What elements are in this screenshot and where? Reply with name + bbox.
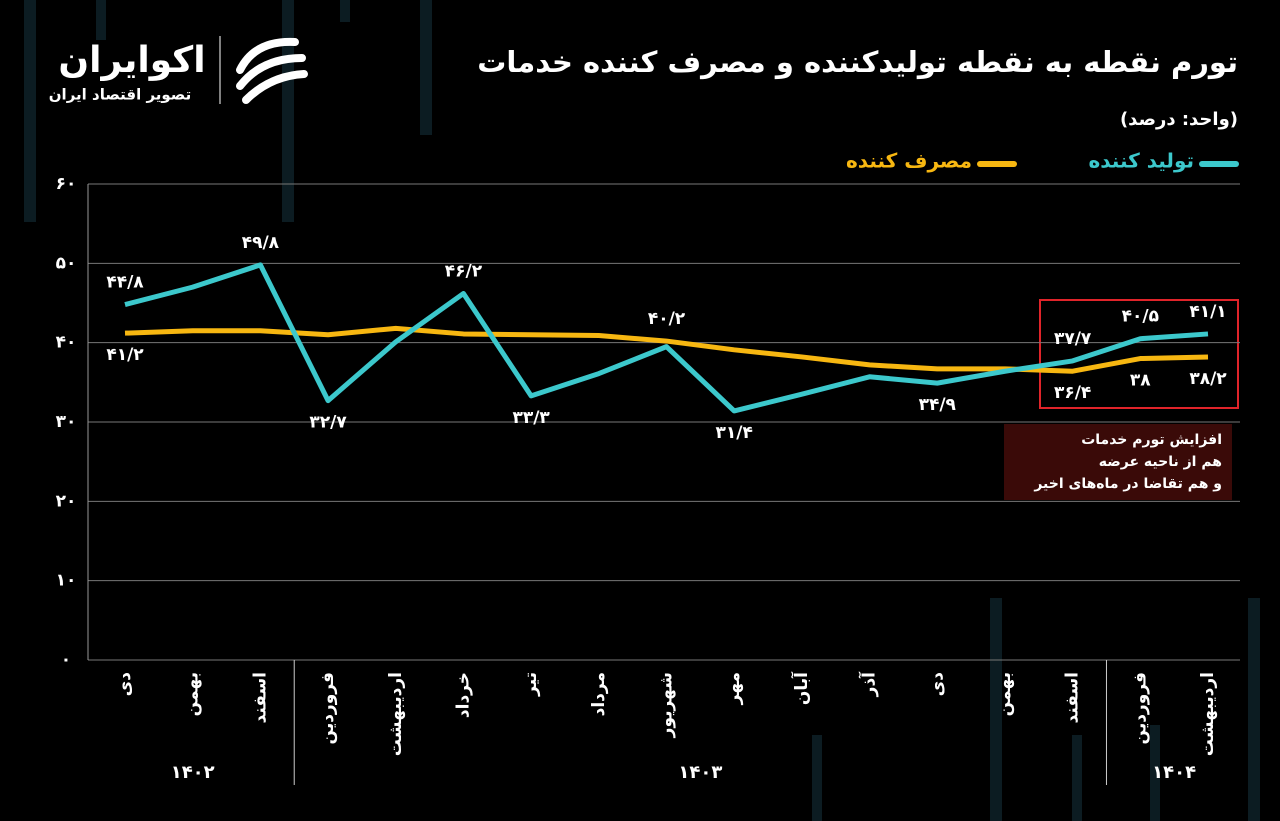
x-tick-label: دی bbox=[115, 672, 135, 697]
x-tick-label: فروردین bbox=[318, 672, 338, 744]
x-tick-label: آبان bbox=[790, 671, 812, 705]
x-tick-label: بهمن bbox=[995, 672, 1015, 716]
value-label: ۴۴/۸ bbox=[106, 273, 144, 293]
x-tick-label: دی bbox=[927, 672, 947, 697]
value-label: ۴۱/۲ bbox=[106, 345, 144, 365]
value-label: ۴۱/۱ bbox=[1189, 302, 1226, 322]
y-tick-label: ۰ bbox=[61, 650, 71, 670]
y-tick-label: ۴۰ bbox=[56, 333, 77, 353]
y-tick-label: ۶۰ bbox=[56, 174, 77, 194]
y-tick-label: ۱۰ bbox=[56, 571, 77, 591]
value-label: ۳۶/۴ bbox=[1054, 383, 1091, 403]
legend-label: تولید کننده bbox=[1088, 149, 1194, 173]
x-tick-label: اسفند bbox=[250, 672, 270, 724]
value-label: ۳۷/۷ bbox=[1054, 329, 1092, 349]
value-label: ۴۹/۸ bbox=[242, 233, 280, 253]
legend-label: مصرف کننده bbox=[846, 149, 972, 173]
highlight-box bbox=[1039, 299, 1239, 409]
x-tick-label: مهر bbox=[724, 672, 744, 705]
background-decor bbox=[24, 0, 1260, 821]
annotation-text: هم از ناحیه عرضه bbox=[1099, 454, 1222, 470]
y-tick-label: ۵۰ bbox=[56, 253, 77, 273]
brand-tagline: تصویر اقتصاد ایران bbox=[49, 86, 191, 104]
y-tick-label: ۲۰ bbox=[56, 491, 77, 511]
chart-subtitle: (واحد: درصد) bbox=[1120, 109, 1238, 130]
annotation-box bbox=[1004, 424, 1232, 500]
value-label: ۳۸ bbox=[1130, 371, 1151, 391]
brand-logo bbox=[236, 37, 308, 104]
annotation-text: افزایش تورم خدمات bbox=[1081, 432, 1222, 448]
value-label: ۳۲/۷ bbox=[309, 413, 347, 433]
value-label: ۴۶/۲ bbox=[445, 261, 483, 281]
x-tick-label: تیر bbox=[521, 672, 541, 697]
value-label: ۴۰/۲ bbox=[648, 309, 686, 329]
x-tick-label: آذر bbox=[858, 671, 880, 698]
x-tick-label: مرداد bbox=[589, 672, 609, 716]
x-tick-label: شهریور bbox=[657, 672, 677, 738]
year-label: ۱۴۰۲ bbox=[171, 762, 215, 783]
value-label: ۳۳/۳ bbox=[512, 408, 550, 428]
x-tick-label: اردیبهشت bbox=[386, 672, 406, 756]
chart-title: تورم نقطه به نقطه تولیدکننده و مصرف کنند… bbox=[477, 45, 1238, 79]
series-line bbox=[124, 262, 1209, 414]
x-tick-label: بهمن bbox=[183, 672, 203, 716]
y-tick-label: ۳۰ bbox=[56, 412, 77, 432]
value-label: ۳۱/۴ bbox=[716, 423, 753, 443]
x-tick-label: اردیبهشت bbox=[1198, 672, 1218, 756]
value-label: ۴۰/۵ bbox=[1122, 307, 1159, 327]
annotation-text: و هم تقاضا در ماه‌های اخیر bbox=[1033, 476, 1222, 492]
value-label: ۳۴/۹ bbox=[919, 395, 957, 415]
value-label: ۳۸/۲ bbox=[1189, 369, 1227, 389]
brand-name: اکوایران bbox=[58, 40, 205, 81]
x-tick-label: اسفند bbox=[1063, 672, 1083, 724]
year-label: ۱۴۰۴ bbox=[1152, 762, 1196, 783]
x-tick-label: خرداد bbox=[453, 672, 473, 718]
x-tick-label: فروردین bbox=[1130, 672, 1150, 744]
year-label: ۱۴۰۳ bbox=[678, 762, 722, 783]
